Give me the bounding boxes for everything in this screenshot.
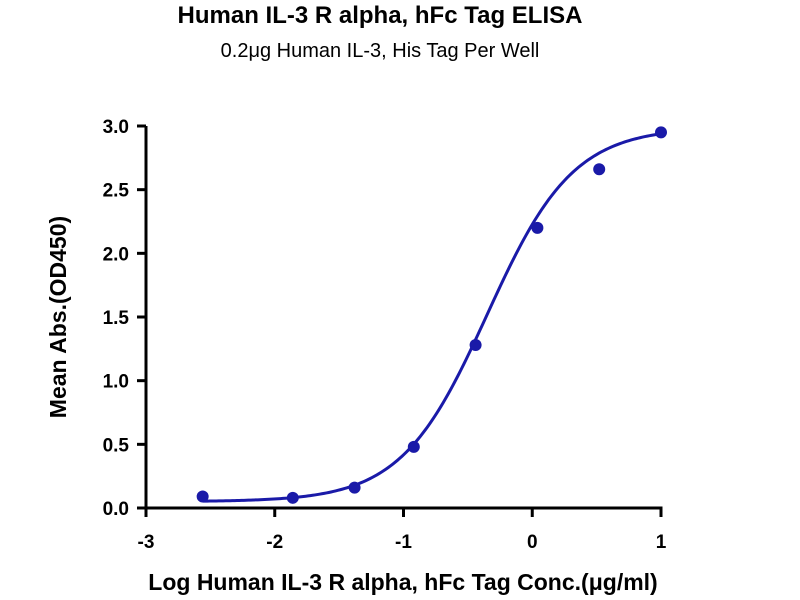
x-tick-label: -1	[395, 532, 412, 553]
y-tick-label: 2.0	[103, 244, 129, 265]
y-tick-label: 0.5	[103, 435, 130, 456]
data-point	[531, 221, 544, 234]
x-tick-label: -2	[266, 532, 283, 553]
x-tick-label: 1	[656, 532, 667, 553]
chart-title: Human IL-3 R alpha, hFc Tag ELISA	[177, 2, 583, 29]
x-axis-label: Log Human IL-3 R alpha, hFc Tag Conc.(μg…	[148, 569, 657, 595]
y-axis-label: Mean Abs.(OD450)	[45, 216, 71, 418]
fit-curve	[202, 132, 662, 503]
data-point	[348, 481, 361, 494]
data-points-layer	[196, 126, 667, 504]
y-tick-label: 2.5	[103, 181, 130, 202]
data-point	[469, 339, 482, 352]
data-point	[655, 126, 667, 139]
x-tick-label: 0	[527, 532, 538, 553]
axes: 0.0 0.5 1.0 1.5 2.0 2.5 3.0 -3 -2 -1 0 1	[103, 117, 667, 553]
data-point	[196, 490, 209, 503]
y-tick-label: 1.0	[103, 372, 129, 393]
data-point	[407, 440, 420, 453]
x-tick-label: -3	[138, 532, 155, 553]
y-tick-label: 0.0	[103, 499, 129, 520]
data-point	[286, 491, 299, 504]
y-tick-label: 1.5	[103, 308, 130, 329]
chart-subtitle: 0.2μg Human IL-3, His Tag Per Well	[220, 40, 540, 62]
fit-curve-layer	[202, 132, 662, 503]
y-tick-label: 3.0	[103, 117, 129, 138]
data-point	[593, 163, 606, 176]
